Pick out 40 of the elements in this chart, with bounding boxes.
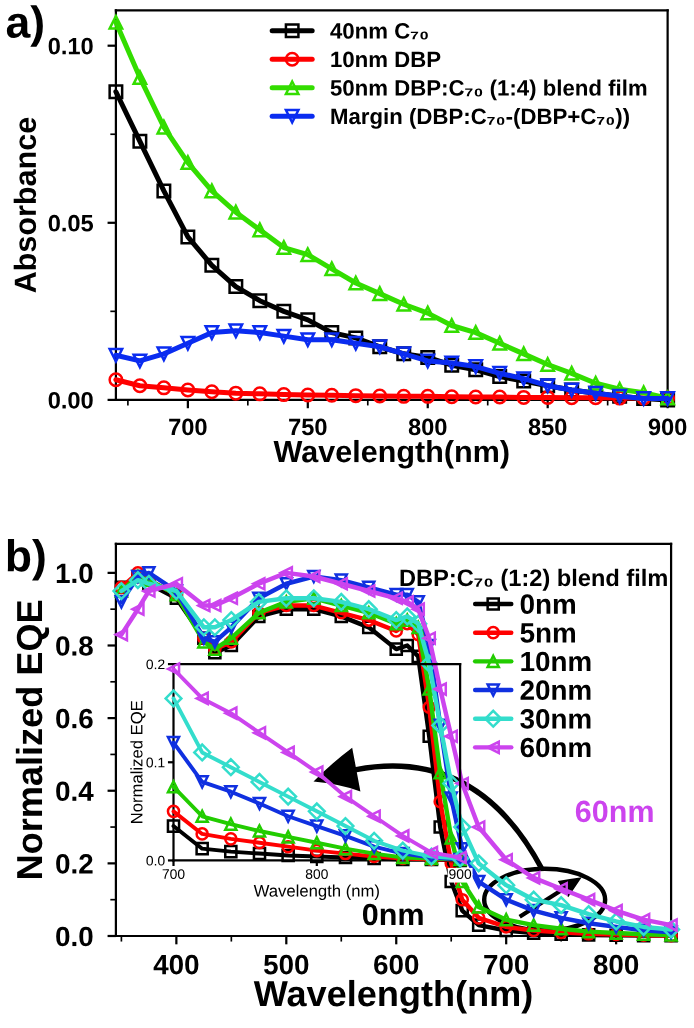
y-axis-title: Absorbance <box>13 117 37 293</box>
legend-label: 10nm <box>521 651 591 672</box>
chart-title: b) <box>7 539 45 581</box>
y-tick-label: 0.05 <box>48 214 94 232</box>
x-tick-label: 800 <box>593 954 639 975</box>
legend-label: 20nm <box>520 680 591 701</box>
legend-label: 0nm <box>520 594 575 614</box>
x-tick-label: 800 <box>408 418 447 436</box>
x-tick-label: 700 <box>484 954 529 975</box>
legend-label: 5nm <box>520 623 575 643</box>
annotation: 60nm <box>575 800 653 823</box>
legend-label: 40nm C₇₀ <box>330 23 428 40</box>
y-tick-label: 0.4 <box>56 781 94 802</box>
legend-label: 60nm <box>520 737 591 758</box>
chart-title: a) <box>6 5 43 47</box>
y-tick-label: 0.0 <box>56 926 93 947</box>
x-tick-label: 700 <box>169 418 207 436</box>
y-tick-label: 1.0 <box>56 563 93 584</box>
y-tick-label: 0.00 <box>48 391 93 409</box>
y-tick-label: 0.2 <box>56 854 93 874</box>
legend-title: DBP:C₇₀ (1:2) blend film <box>400 568 667 591</box>
legend-label: 10nm DBP <box>331 51 441 68</box>
legend-label: 50nm DBP:C₇₀ (1:4) blend film <box>330 79 647 101</box>
x-tick-label: 850 <box>528 418 567 436</box>
legend-label: 30nm <box>520 709 591 729</box>
y-axis-title: Normalized EQE <box>130 700 146 823</box>
x-tick-label: 600 <box>374 954 419 975</box>
x-axis-title: Wavelength (nm) <box>253 884 379 901</box>
y-tick-label: 0.8 <box>56 636 93 656</box>
x-tick-label: 900 <box>648 418 687 436</box>
x-axis-title: Wavelength(nm) <box>253 979 532 1014</box>
x-tick-label: 400 <box>153 954 199 975</box>
y-tick-label: 0.10 <box>48 37 93 55</box>
y-axis-title: Normalized EQE <box>15 600 50 878</box>
x-tick-label: 500 <box>263 954 309 975</box>
annotation: 0nm <box>362 903 423 926</box>
x-axis-title: Wavelength(nm) <box>273 439 509 469</box>
y-tick-label: 0.6 <box>56 708 93 729</box>
x-tick-label: 750 <box>289 418 327 436</box>
legend-label: Margin (DBP:C₇₀-(DBP+C₇₀)) <box>331 107 629 129</box>
